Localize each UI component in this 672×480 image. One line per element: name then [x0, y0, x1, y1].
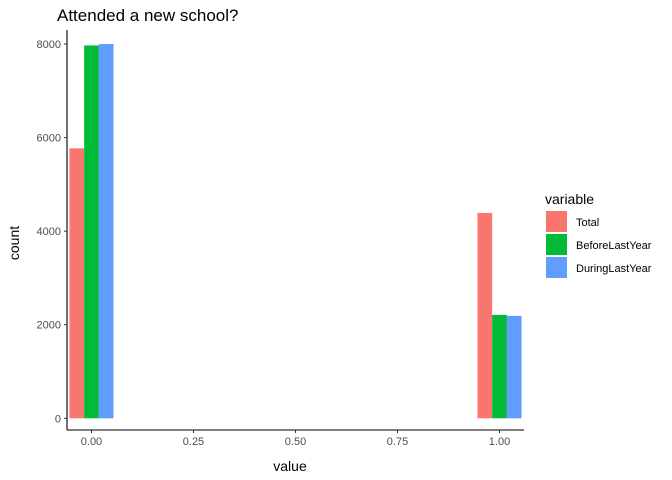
y-axis-title: count — [6, 226, 22, 260]
bar-beforelastyear-1 — [492, 314, 507, 419]
legend-swatch-beforelastyear — [546, 234, 567, 255]
bar-beforelastyear-0 — [84, 45, 99, 419]
x-axis-ticks: 0.00 0.25 0.50 0.75 1.00 — [81, 430, 510, 448]
x-tick-label: 0.25 — [183, 436, 204, 448]
y-tick-label: 8000 — [37, 39, 61, 51]
bar-total-1 — [477, 212, 493, 419]
bar-duringlastyear-1 — [506, 315, 522, 419]
y-tick-label: 6000 — [37, 133, 61, 145]
x-tick-label: 0.00 — [81, 436, 102, 448]
legend-swatch-duringlastyear — [546, 257, 567, 278]
y-tick-label: 4000 — [37, 226, 61, 238]
chart-title: Attended a new school? — [57, 6, 238, 25]
legend-label-duringlastyear: DuringLastYear — [576, 263, 652, 275]
x-tick-label: 1.00 — [489, 436, 510, 448]
legend: variable Total BeforeLastYear DuringLastYe… — [545, 191, 652, 278]
legend-swatch-total — [546, 211, 567, 232]
bar-total-0 — [69, 148, 85, 419]
x-axis-title: value — [273, 458, 307, 474]
bar-duringlastyear-0 — [98, 44, 114, 419]
y-axis-ticks: 0 2000 4000 6000 8000 — [37, 39, 67, 425]
legend-title: variable — [545, 191, 594, 207]
y-tick-label: 2000 — [37, 320, 61, 332]
legend-label-total: Total — [576, 217, 599, 229]
plot-area — [69, 44, 522, 419]
legend-label-beforelastyear: BeforeLastYear — [576, 240, 652, 252]
y-tick-label: 0 — [55, 413, 61, 425]
x-tick-label: 0.75 — [387, 436, 408, 448]
x-tick-label: 0.50 — [285, 436, 306, 448]
